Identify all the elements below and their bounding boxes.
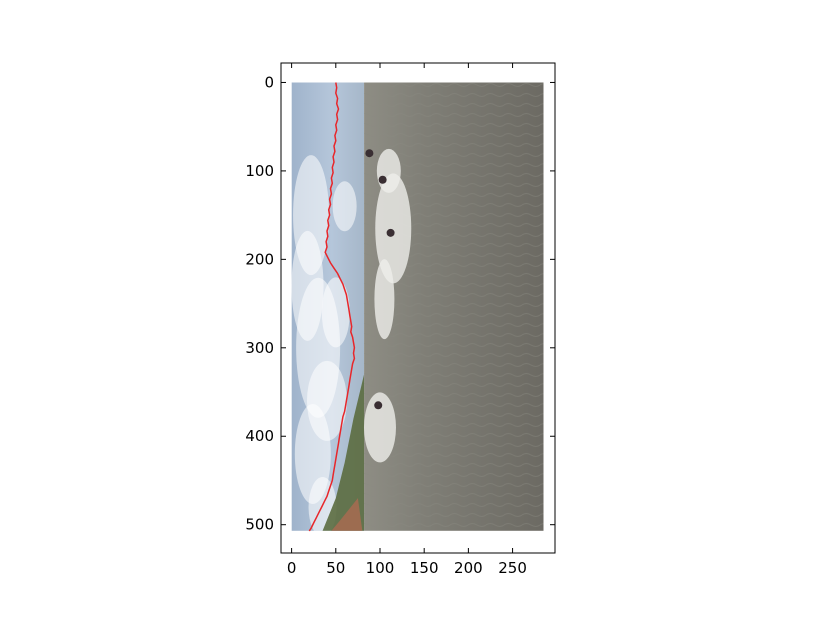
x-tick-label: 250 — [498, 559, 527, 577]
x-tick-label: 200 — [454, 559, 483, 577]
y-tick-label: 500 — [245, 516, 274, 534]
shore-buildings — [331, 498, 363, 531]
line-series — [308, 82, 356, 532]
cloud — [332, 181, 357, 232]
y-tick-label: 300 — [245, 339, 274, 357]
water-splash — [375, 173, 412, 284]
x-tick-label: 0 — [287, 559, 297, 577]
water-splash — [363, 392, 396, 463]
y-tick-label: 400 — [245, 427, 274, 445]
y-tick-label: 200 — [245, 250, 274, 268]
x-tick-label: 150 — [410, 559, 439, 577]
rider — [386, 228, 395, 237]
x-tick-labels: 0 50 100 150 200 250 — [287, 559, 527, 577]
ticks — [281, 63, 555, 553]
water-splash — [374, 259, 395, 340]
y-tick-labels: 0 100 200 300 400 500 — [245, 73, 274, 533]
y-tick-label: 0 — [264, 73, 274, 91]
series-line — [308, 82, 356, 532]
rider — [378, 175, 387, 184]
rider — [365, 149, 374, 158]
photo-image — [291, 82, 544, 531]
axes-frame — [280, 62, 556, 554]
y-tick-label: 100 — [245, 162, 274, 180]
cloud — [321, 277, 350, 348]
x-tick-label: 50 — [326, 559, 345, 577]
hillside — [322, 374, 365, 531]
x-tick-label: 100 — [366, 559, 395, 577]
rider — [374, 401, 383, 410]
